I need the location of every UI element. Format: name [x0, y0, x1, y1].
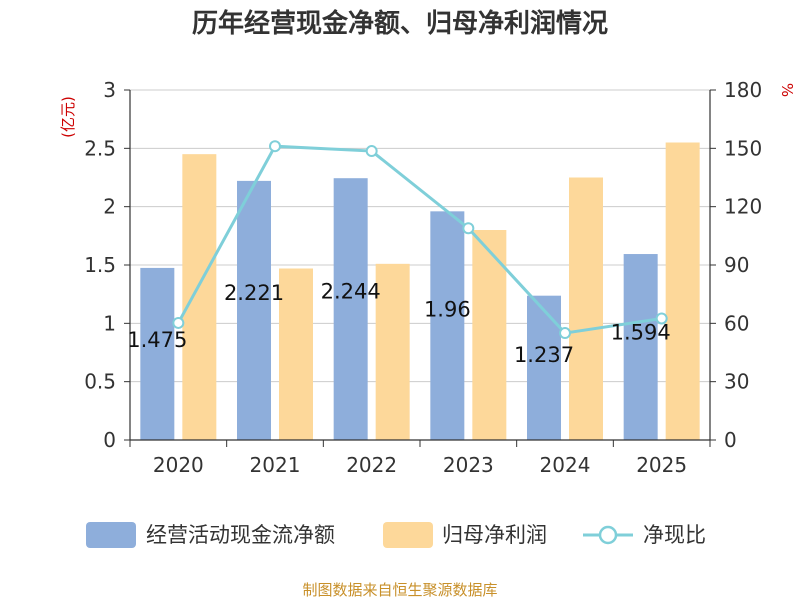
ratio-point: [365, 145, 378, 158]
chart-title: 历年经营现金净额、归母净利润情况: [192, 8, 608, 39]
right-tick-label: 120: [724, 195, 762, 219]
legend-marker-ratio: [598, 525, 618, 545]
right-axis-unit: %: [778, 83, 796, 97]
legend-label-profit: 归母净利润: [442, 523, 547, 547]
legend-swatch-profit: [383, 522, 433, 548]
bar-cashflow: [430, 211, 465, 440]
bar-value-label: 1.475: [127, 328, 187, 352]
left-tick-label: 3: [103, 78, 116, 102]
legend-label-cashflow: 经营活动现金流净额: [146, 523, 335, 547]
bar-cashflow: [237, 180, 271, 440]
bar-cashflow: [333, 178, 368, 440]
ratio-point: [559, 327, 571, 340]
ratio-point: [655, 312, 668, 325]
bar-value-label: 1.96: [424, 298, 471, 322]
x-tick-label: 2022: [346, 453, 397, 477]
x-tick-label: 2021: [250, 453, 301, 477]
right-tick-label: 150: [724, 136, 762, 160]
source-note: 制图数据来自恒生聚源数据库: [302, 581, 497, 599]
right-tick-label: 90: [724, 253, 749, 277]
ratio-point: [462, 222, 475, 235]
ratio-point: [269, 140, 281, 153]
bar-profit: [375, 263, 410, 440]
right-tick-label: 30: [724, 370, 749, 394]
bars: [140, 142, 700, 440]
left-tick-label: 1: [103, 311, 116, 335]
ratio-series-line: [177, 144, 662, 335]
legend: 经营活动现金流净额 归母净利润 净现比: [86, 522, 706, 548]
gridlines: [130, 89, 710, 383]
data-labels: 1.475 2.221 2.244 1.96 1.237 1.594: [127, 280, 670, 367]
left-tick-label: 0: [103, 428, 116, 452]
bar-value-label: 1.237: [514, 343, 574, 367]
x-tick-label: 2020: [153, 453, 204, 477]
ratio-point: [172, 316, 185, 329]
left-tick-label: 2: [103, 195, 116, 219]
bar-profit: [182, 154, 217, 440]
bar-cashflow: [527, 295, 561, 440]
legend-label-ratio: 净现比: [643, 523, 706, 547]
left-tick-label: 0.5: [84, 370, 116, 394]
bar-profit: [472, 230, 507, 440]
x-tick-label: 2023: [443, 453, 494, 477]
x-tick-label: 2025: [636, 453, 687, 477]
bar-cashflow: [623, 254, 658, 440]
left-tick-label: 2.5: [84, 136, 116, 160]
ratio-line: [172, 140, 668, 340]
right-tick-label: 60: [724, 311, 749, 335]
right-tick-label: 180: [724, 78, 762, 102]
left-tick-label: 1.5: [84, 253, 116, 277]
legend-swatch-cashflow: [86, 522, 136, 548]
bar-cashflow: [140, 267, 175, 440]
bar-profit: [569, 177, 603, 440]
bar-profit: [665, 142, 700, 440]
left-axis-unit: (亿元): [59, 96, 77, 138]
right-tick-label: 0: [724, 428, 737, 452]
bar-value-label: 1.594: [611, 321, 671, 345]
bar-profit: [279, 268, 313, 440]
bar-value-label: 2.221: [224, 281, 284, 305]
x-tick-label: 2024: [540, 453, 591, 477]
bar-value-label: 2.244: [321, 280, 381, 304]
